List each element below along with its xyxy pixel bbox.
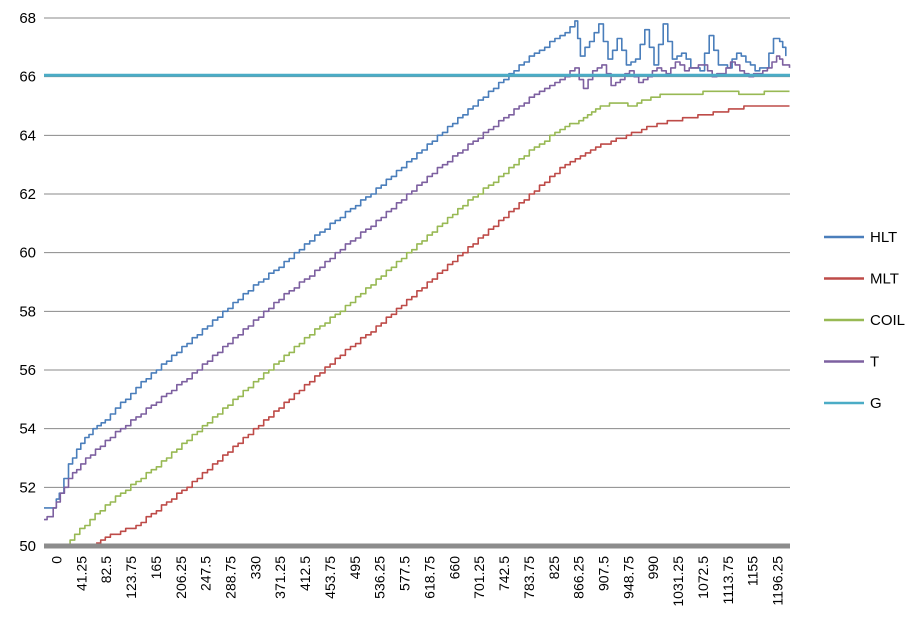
x-tick-label: 536.25 bbox=[372, 556, 388, 599]
series-line-coil bbox=[65, 90, 790, 547]
x-axis-tick-labels: 0 41.25 82.5 123.75 165 206.25 247.5 288.75 330 3… bbox=[48, 556, 785, 607]
y-tick-label-60: 60 bbox=[19, 245, 36, 262]
x-tick-label: 783.75 bbox=[521, 556, 537, 599]
x-tick-label: 660 bbox=[446, 556, 462, 580]
x-tick-label: 825 bbox=[546, 556, 562, 580]
x-tick-label: 330 bbox=[247, 556, 263, 580]
y-tick-label-54: 54 bbox=[19, 421, 36, 438]
x-tick-label: 371.25 bbox=[272, 556, 288, 599]
x-tick-label: 577.5 bbox=[397, 556, 413, 591]
legend: HLT MLT COIL T G bbox=[824, 229, 905, 412]
y-tick-label-52: 52 bbox=[19, 479, 36, 496]
x-tick-label: 1072.5 bbox=[695, 556, 711, 599]
x-tick-label: 701.25 bbox=[471, 556, 487, 599]
series-line-t bbox=[44, 55, 791, 521]
x-tick-label: 41.25 bbox=[73, 556, 89, 591]
y-tick-label-66: 66 bbox=[19, 69, 36, 86]
x-tick-label: 1155 bbox=[745, 556, 761, 586]
x-tick-label: 206.25 bbox=[173, 556, 189, 599]
y-tick-label-64: 64 bbox=[19, 127, 36, 144]
x-tick-label: 123.75 bbox=[123, 556, 139, 599]
legend-label-t: T bbox=[870, 354, 879, 371]
x-tick-label: 412.5 bbox=[297, 556, 313, 591]
legend-label-g: G bbox=[870, 395, 882, 412]
x-tick-label: 288.75 bbox=[223, 556, 239, 599]
x-tick-label: 1031.25 bbox=[670, 556, 686, 607]
y-tick-label-56: 56 bbox=[19, 362, 36, 379]
plot-series bbox=[44, 20, 791, 547]
x-tick-label: 948.75 bbox=[620, 556, 636, 599]
x-tick-label: 1113.75 bbox=[720, 556, 736, 605]
x-tick-label: 1196.25 bbox=[770, 556, 786, 606]
x-tick-label: 907.5 bbox=[596, 556, 612, 591]
x-tick-label: 82.5 bbox=[98, 556, 114, 583]
legend-label-hlt: HLT bbox=[870, 229, 897, 246]
legend-label-mlt: MLT bbox=[870, 271, 899, 288]
y-tick-label-68: 68 bbox=[19, 10, 36, 27]
y-tick-label-62: 62 bbox=[19, 186, 36, 203]
x-tick-label: 0 bbox=[48, 556, 64, 564]
x-tick-label: 990 bbox=[645, 556, 661, 580]
x-tick-label: 742.5 bbox=[496, 556, 512, 591]
series-line-hlt bbox=[44, 20, 787, 509]
x-tick-label: 495 bbox=[347, 556, 363, 580]
series-line-mlt bbox=[96, 105, 790, 544]
x-tick-label: 618.75 bbox=[421, 556, 437, 599]
gridlines bbox=[44, 17, 790, 488]
x-tick-label: 866.25 bbox=[571, 556, 587, 599]
y-tick-label-58: 58 bbox=[19, 303, 36, 320]
x-tick-label: 165 bbox=[148, 556, 164, 580]
legend-label-coil: COIL bbox=[870, 312, 905, 329]
x-tick-label: 453.75 bbox=[322, 556, 338, 599]
x-tick-label: 247.5 bbox=[198, 556, 214, 591]
y-tick-label-50: 50 bbox=[19, 538, 36, 555]
y-axis-tick-labels: 50 52 54 56 58 60 62 64 66 68 bbox=[19, 10, 36, 555]
